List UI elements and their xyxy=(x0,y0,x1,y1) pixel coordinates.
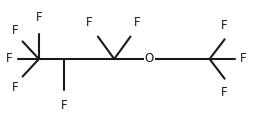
Text: F: F xyxy=(221,86,228,99)
Text: F: F xyxy=(12,81,18,94)
Text: F: F xyxy=(240,53,246,65)
Text: F: F xyxy=(12,24,18,37)
Text: F: F xyxy=(86,16,92,29)
Text: O: O xyxy=(145,53,154,65)
Text: F: F xyxy=(221,19,228,32)
Text: F: F xyxy=(36,11,42,24)
Text: F: F xyxy=(5,53,12,65)
Text: F: F xyxy=(133,16,140,29)
Text: F: F xyxy=(61,99,67,112)
